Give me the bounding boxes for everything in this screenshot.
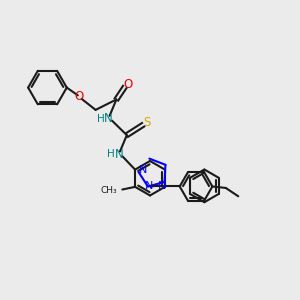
Text: H: H <box>97 114 104 124</box>
Text: O: O <box>123 78 132 91</box>
Text: N: N <box>145 181 154 191</box>
Text: CH₃: CH₃ <box>100 186 117 195</box>
Text: H: H <box>107 149 115 160</box>
Text: O: O <box>75 90 84 103</box>
Text: N: N <box>158 181 166 190</box>
Text: N: N <box>139 165 147 175</box>
Text: N: N <box>104 112 113 125</box>
Text: N: N <box>114 148 123 161</box>
Text: S: S <box>143 116 150 129</box>
